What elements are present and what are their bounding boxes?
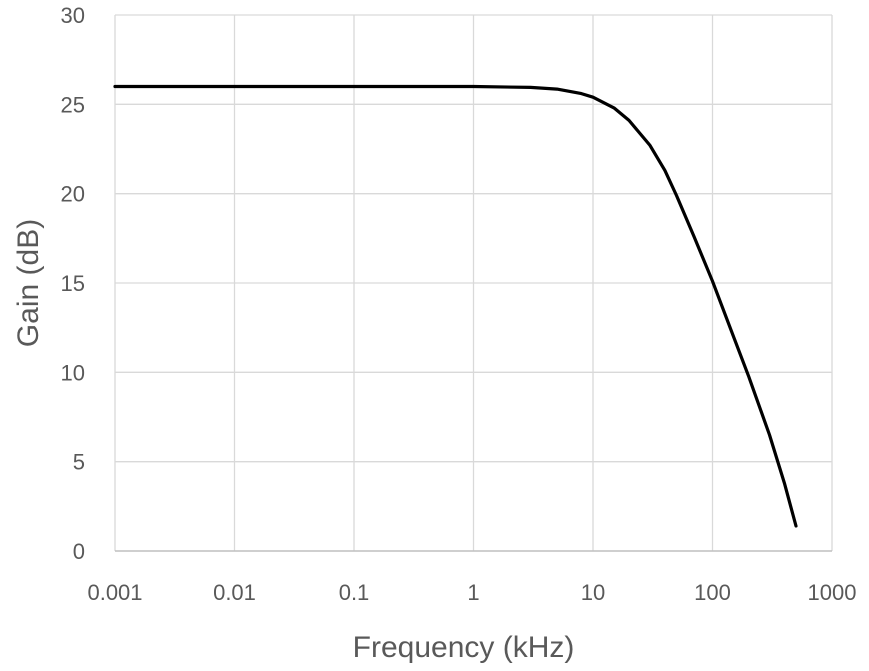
x-tick-label: 0.1 — [339, 580, 370, 605]
x-tick-label: 0.001 — [87, 580, 142, 605]
y-tick-label: 30 — [61, 3, 85, 28]
x-tick-label: 1000 — [808, 580, 857, 605]
y-tick-label: 10 — [61, 360, 85, 385]
gain-curve — [113, 84, 798, 528]
y-tick-label: 5 — [73, 450, 85, 475]
x-tick-label: 0.01 — [213, 580, 256, 605]
x-axis-title: Frequency (kHz) — [353, 631, 575, 664]
y-tick-label: 15 — [61, 271, 85, 296]
y-tick-label: 0 — [73, 539, 85, 564]
x-tick-label: 1 — [467, 580, 479, 605]
grid — [114, 14, 833, 551]
x-tick-label: 100 — [694, 580, 731, 605]
x-tick-label: 10 — [581, 580, 605, 605]
y-tick-label: 25 — [61, 92, 85, 117]
y-axis-title: Gain (dB) — [12, 219, 45, 347]
tick-labels: 0 5 10 15 20 25 30 0.001 0.01 0.1 1 10 100 1000 — [61, 3, 857, 605]
y-tick-label: 20 — [61, 182, 85, 207]
series-layer — [113, 84, 798, 528]
